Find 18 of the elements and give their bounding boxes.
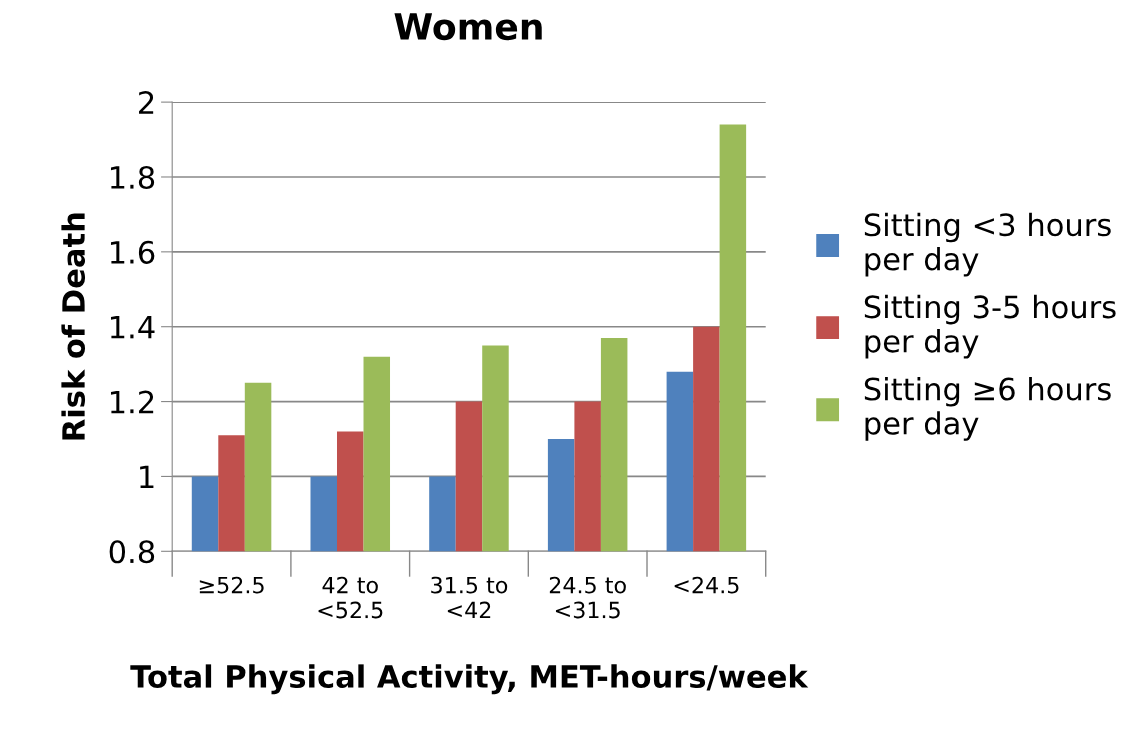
x-tick-label: 42 to <52.5 bbox=[318, 576, 383, 619]
y-tick-label: 0.8 bbox=[109, 540, 155, 564]
y-tick-label: 1.4 bbox=[110, 316, 155, 339]
y-tick-label: 2 bbox=[139, 91, 154, 114]
y-axis-title: Risk of Death bbox=[61, 213, 86, 440]
legend-label: Sitting <3 hours per day bbox=[864, 212, 1111, 277]
chart-title: Women bbox=[394, 13, 542, 41]
x-tick-label: 31.5 to <42 bbox=[431, 576, 508, 619]
legend-label: Sitting 3-5 hours per day bbox=[864, 294, 1116, 359]
x-tick-label: 24.5 to <31.5 bbox=[549, 576, 626, 619]
legend-label: Sitting ≥6 hours per day bbox=[864, 376, 1111, 441]
y-tick-label: 1 bbox=[140, 465, 154, 489]
y-tick-label: 1.6 bbox=[110, 240, 155, 264]
x-tick-label: <24.5 bbox=[674, 576, 739, 594]
x-axis-title: Total Physical Activity, MET-hours/week bbox=[130, 664, 809, 695]
x-tick-label: ≥52.5 bbox=[199, 576, 264, 594]
y-tick-label: 1.8 bbox=[110, 165, 155, 190]
y-tick-label: 1.2 bbox=[110, 390, 154, 414]
